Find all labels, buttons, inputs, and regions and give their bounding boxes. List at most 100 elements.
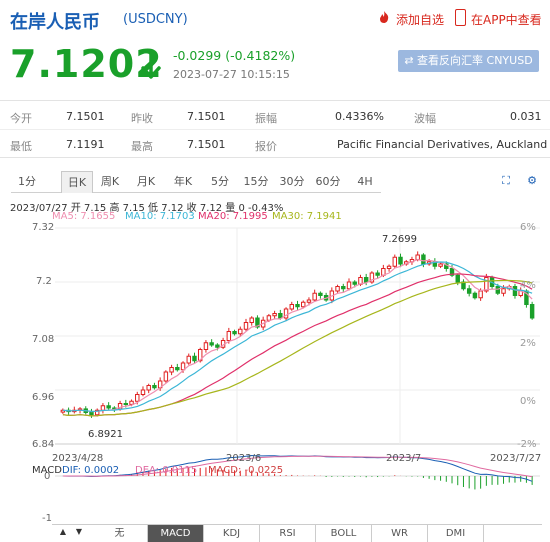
tab-daily[interactable]: 日K bbox=[61, 171, 93, 193]
price-change: -0.0299 (-0.4182%) bbox=[173, 48, 296, 63]
reverse-rate-button[interactable]: ⇄ 查看反向汇率 CNYUSD bbox=[398, 50, 539, 72]
phone-icon[interactable] bbox=[455, 9, 466, 26]
candle-body bbox=[318, 292, 323, 296]
fullscreen-icon[interactable]: ⛶ bbox=[502, 174, 510, 187]
reverse-rate-label: 查看反向汇率 CNYUSD bbox=[417, 54, 533, 67]
candlestick-chart[interactable]: 7.32 7.2 7.08 6.96 6.84 6% 4% 2% 0% -2% … bbox=[0, 222, 550, 522]
x-tick: 2023/7 bbox=[386, 453, 421, 464]
ohlc-info: 2023/07/27 开 7.15 高 7.15 低 7.12 收 7.12 量… bbox=[10, 203, 284, 214]
candle-body bbox=[369, 272, 375, 283]
candle-body bbox=[100, 405, 106, 411]
tab-none[interactable]: 无 bbox=[92, 525, 148, 542]
tab-15min[interactable]: 15分 bbox=[243, 175, 269, 188]
candle-body bbox=[346, 281, 352, 290]
scroll-down-icon[interactable]: ▼ bbox=[75, 527, 83, 536]
ma30-label: MA30: 7.1941 bbox=[272, 211, 342, 222]
dea-label: DEA: 0.0115 bbox=[135, 465, 198, 476]
tab-wr[interactable]: WR bbox=[372, 525, 428, 542]
tab-rsi[interactable]: RSI bbox=[260, 525, 316, 542]
macd-title: MACD bbox=[32, 465, 62, 476]
candle-body bbox=[129, 400, 134, 405]
settings-icon[interactable]: ⚙ bbox=[527, 174, 537, 187]
candle-body bbox=[352, 281, 357, 285]
tab-60min[interactable]: 60分 bbox=[315, 175, 341, 188]
candle-body bbox=[94, 409, 100, 416]
open-label: 今开 bbox=[10, 112, 32, 125]
candle-body bbox=[123, 403, 129, 405]
candle-body bbox=[197, 349, 203, 362]
scroll-up-icon[interactable]: ▲ bbox=[59, 527, 67, 536]
tab-boll[interactable]: BOLL bbox=[316, 525, 372, 542]
candle-body bbox=[186, 355, 191, 364]
candle-body bbox=[135, 394, 140, 402]
candle-body bbox=[306, 299, 312, 303]
tab-5min[interactable]: 5分 bbox=[211, 175, 229, 188]
low-annotation: 6.8921 bbox=[88, 429, 123, 440]
candle-body bbox=[398, 256, 403, 265]
tab-30min[interactable]: 30分 bbox=[279, 175, 305, 188]
candle-body bbox=[415, 254, 420, 260]
candle-body bbox=[226, 331, 232, 341]
quote-row: 今开 7.1501 昨收 7.1501 振幅 0.4336% 波幅 0.031 bbox=[0, 102, 550, 130]
add-watchlist-link[interactable]: 添加自选 bbox=[396, 13, 445, 27]
candle-body bbox=[444, 263, 449, 269]
candle-body bbox=[438, 263, 443, 267]
candle-body bbox=[335, 286, 340, 292]
x-tick: 2023/4/28 bbox=[52, 453, 103, 464]
candle-body bbox=[192, 355, 197, 362]
y-tick: 6.96 bbox=[32, 392, 54, 403]
candle-body bbox=[375, 272, 380, 276]
candle-body bbox=[106, 405, 111, 409]
low-label: 最低 bbox=[10, 140, 32, 153]
candle-body bbox=[295, 304, 300, 308]
ma10-line bbox=[62, 261, 533, 413]
candle-body bbox=[341, 286, 346, 290]
candle-body bbox=[215, 344, 220, 348]
tab-yearly[interactable]: 年K bbox=[173, 175, 193, 188]
dif-line bbox=[62, 454, 533, 482]
candle-body bbox=[512, 286, 518, 296]
candle-body bbox=[283, 308, 289, 319]
low-value: 7.1191 bbox=[66, 138, 105, 151]
prev-close-value: 7.1501 bbox=[187, 110, 226, 123]
open-in-app-link[interactable]: 在APP中查看 bbox=[471, 13, 542, 27]
tab-weekly[interactable]: 周K bbox=[100, 175, 120, 188]
candle-body bbox=[209, 342, 214, 346]
candle-body bbox=[60, 409, 66, 413]
candle-body bbox=[152, 385, 157, 389]
y-tick: 7.08 bbox=[32, 334, 54, 345]
quote-time: 2023-07-27 10:15:15 bbox=[173, 68, 290, 81]
high-annotation: 7.2699 bbox=[382, 234, 417, 245]
range-label: 波幅 bbox=[414, 112, 436, 125]
tab-4h[interactable]: 4H bbox=[357, 175, 373, 188]
quote-row: 最低 7.1191 最高 7.1501 报价 Pacific Financial… bbox=[0, 130, 550, 158]
tab-1min[interactable]: 1分 bbox=[18, 175, 36, 188]
indicator-tabs: 无 MACD KDJ RSI BOLL WR DMI bbox=[52, 524, 542, 542]
tab-dmi[interactable]: DMI bbox=[428, 525, 484, 542]
ma20-label: MA20: 7.1995 bbox=[198, 211, 268, 222]
candle-body bbox=[272, 313, 277, 317]
amplitude-value: 0.4336% bbox=[335, 110, 384, 123]
open-value: 7.1501 bbox=[66, 110, 105, 123]
stock-code: (USDCNY) bbox=[123, 12, 188, 27]
x-tick: 2023/6 bbox=[226, 453, 261, 464]
prev-close-label: 昨收 bbox=[131, 112, 153, 125]
ma10-label: MA10: 7.1703 bbox=[125, 211, 195, 222]
candle-body bbox=[484, 277, 489, 292]
tab-kdj[interactable]: KDJ bbox=[204, 525, 260, 542]
candle-body bbox=[478, 290, 483, 299]
macd-tick: 0 bbox=[44, 471, 50, 482]
candle-body bbox=[289, 304, 294, 310]
candle-body bbox=[455, 274, 460, 283]
candle-body bbox=[495, 286, 501, 294]
candle-body bbox=[278, 313, 283, 319]
pct-tick: -2% bbox=[517, 439, 536, 450]
pct-tick: 2% bbox=[520, 338, 536, 349]
amplitude-label: 振幅 bbox=[255, 112, 277, 125]
fire-icon[interactable] bbox=[376, 10, 392, 24]
candle-body bbox=[163, 371, 169, 382]
pct-tick: 4% bbox=[520, 280, 536, 291]
tab-monthly[interactable]: 月K bbox=[136, 175, 156, 188]
tab-macd[interactable]: MACD bbox=[148, 525, 204, 542]
candle-body bbox=[301, 301, 306, 308]
